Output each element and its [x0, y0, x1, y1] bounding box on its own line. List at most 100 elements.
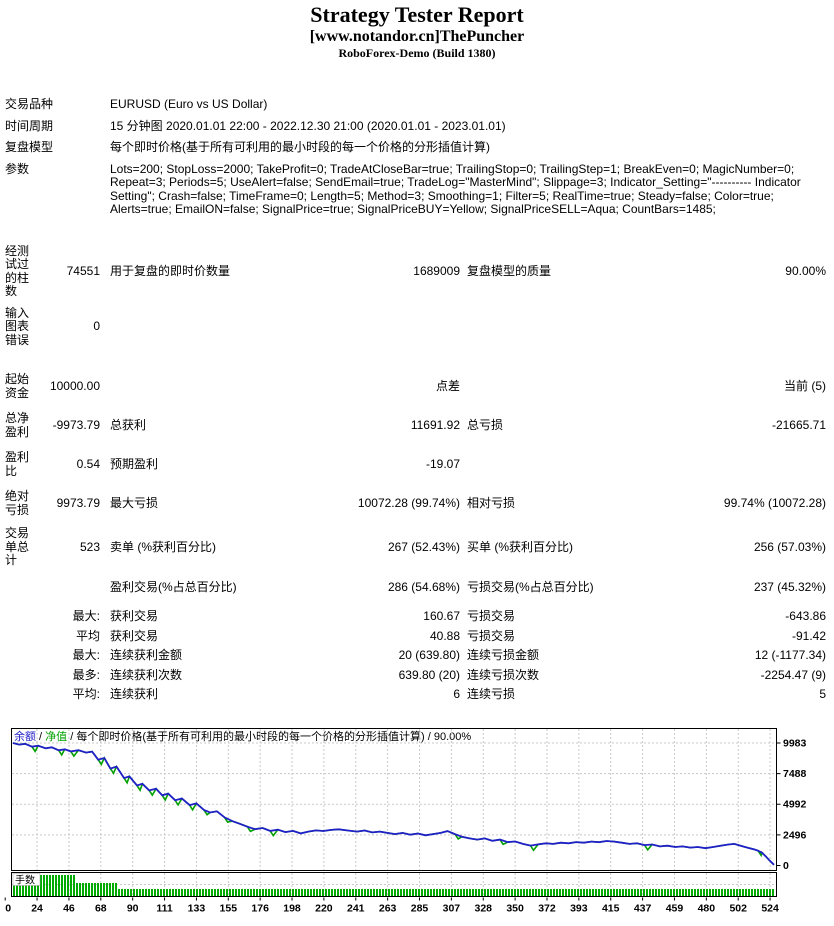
lots-bar — [670, 888, 672, 896]
lots-bar — [205, 888, 207, 896]
stat-label: 总亏损 — [467, 417, 504, 432]
lots-bar — [319, 888, 321, 896]
lots-bar — [130, 888, 132, 896]
stat-value: 40.88 — [429, 628, 460, 643]
stat-label: 连续亏损金额 — [467, 648, 540, 662]
lots-bar — [637, 888, 639, 896]
lots-bar — [406, 888, 408, 896]
x-tick-label: 480 — [698, 902, 716, 914]
stat-value: 6 — [453, 687, 460, 701]
lots-bar — [250, 888, 252, 896]
lots-bar — [694, 888, 696, 896]
server-build: RoboForex-Demo (Build 1380) — [338, 46, 496, 60]
stat-value: 74551 — [66, 263, 100, 278]
lots-bar — [241, 888, 243, 896]
lots-bar — [328, 888, 330, 896]
lots-bar — [454, 888, 456, 896]
x-tick-label: 198 — [283, 902, 301, 914]
lots-bar — [517, 888, 519, 896]
lots-bar — [106, 882, 108, 896]
lots-bar — [631, 888, 633, 896]
lots-bar — [685, 888, 687, 896]
lots-bar — [313, 888, 315, 896]
stat-value: -19.07 — [425, 456, 460, 471]
stat-label: 总净盈利 — [5, 411, 30, 439]
lots-bar — [742, 888, 744, 896]
lots-bar — [640, 888, 642, 896]
stat-label: 输入图表错误 — [5, 305, 30, 347]
lots-bar — [550, 888, 552, 896]
lots-bar — [565, 888, 567, 896]
lots-bar — [235, 888, 237, 896]
page-title: Strategy Tester Report — [310, 2, 524, 27]
stat-label: 卖单 (%获利百分比) — [110, 539, 216, 554]
row-label: 交易品种 — [5, 97, 54, 111]
ea-name: [www.notandor.cn]ThePuncher — [309, 28, 525, 45]
y-tick-label: 7488 — [783, 768, 807, 780]
lots-bar — [619, 888, 621, 896]
lots-bar — [511, 888, 513, 896]
lots-bar — [193, 888, 195, 896]
lots-bar — [607, 888, 609, 896]
lots-bar — [586, 888, 588, 896]
lots-bar — [232, 888, 234, 896]
x-tick-label: 372 — [538, 902, 556, 914]
x-tick-label: 133 — [188, 902, 206, 914]
stat-label: 买单 (%获利百分比) — [467, 539, 573, 554]
legend-sep: / — [425, 731, 434, 743]
lots-bar — [520, 888, 522, 896]
stat-value: -2254.47 (9) — [760, 667, 826, 682]
lots-bar — [766, 888, 768, 896]
lots-bar — [115, 882, 117, 896]
lots-bar — [706, 888, 708, 896]
balance-line — [12, 741, 775, 865]
stat-label: 连续亏损 — [467, 687, 516, 701]
stat-value: 20 (639.80) — [398, 648, 460, 662]
lots-bar — [286, 888, 288, 896]
lots-bar — [103, 882, 105, 896]
stat-value: 11691.92 — [410, 417, 460, 432]
lots-bar — [538, 888, 540, 896]
lots-bar — [277, 888, 279, 896]
lots-bar — [535, 888, 537, 896]
lots-bar — [256, 888, 258, 896]
lots-bar — [460, 888, 462, 896]
lots-label-bg — [12, 872, 41, 886]
lots-bar — [181, 888, 183, 896]
lots-bar — [733, 888, 735, 896]
lots-bar — [160, 888, 162, 896]
lots-bar — [163, 888, 165, 896]
lots-bar — [457, 888, 459, 896]
lots-bar — [568, 888, 570, 896]
lots-bar — [166, 888, 168, 896]
lots-bar — [268, 888, 270, 896]
lots-bar — [124, 888, 126, 896]
lots-bar — [73, 874, 75, 896]
stat-label: 亏损交易(%占总百分比) — [467, 579, 594, 594]
lots-bar — [187, 888, 189, 896]
x-tick-label: 46 — [63, 902, 75, 914]
lots-bar — [358, 888, 360, 896]
lots-bar — [253, 888, 255, 896]
lots-bar — [157, 888, 159, 896]
lots-bar — [751, 888, 753, 896]
row-value: 每个即时价格(基于所有可利用的最小时段的每一个价格的分形插值计算) — [110, 140, 490, 154]
lots-bar — [307, 888, 309, 896]
lots-bar — [292, 888, 294, 896]
stat-label: 获利交易 — [110, 628, 159, 643]
lots-bar — [628, 888, 630, 896]
lots-bar — [496, 888, 498, 896]
stat-value: -21665.71 — [771, 417, 826, 432]
lots-bar — [421, 888, 423, 896]
lots-bar — [481, 888, 483, 896]
lots-bar — [349, 888, 351, 896]
lots-bar — [688, 888, 690, 896]
lots-bar — [91, 882, 93, 896]
row-value: EURUSD (Euro vs US Dollar) — [110, 97, 268, 111]
lots-bar — [547, 888, 549, 896]
lots-bar — [718, 888, 720, 896]
lots-bar — [676, 888, 678, 896]
lots-bar — [541, 888, 543, 896]
lots-bar — [760, 888, 762, 896]
lots-bar — [601, 888, 603, 896]
